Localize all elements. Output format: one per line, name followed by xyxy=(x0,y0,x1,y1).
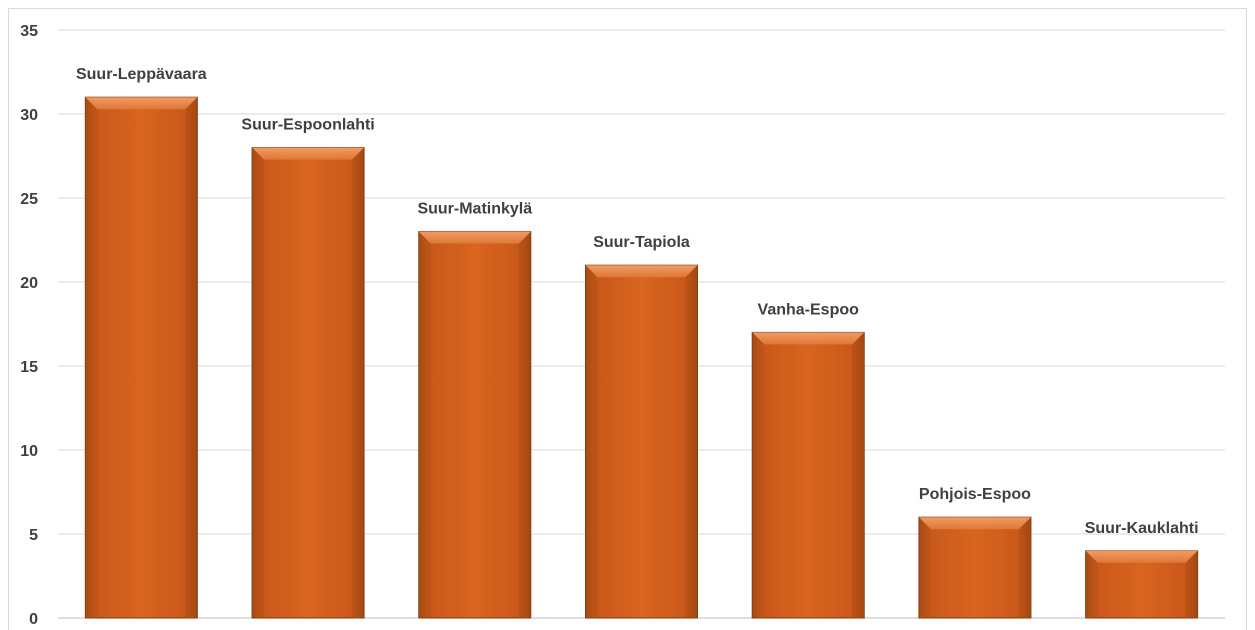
bar-body xyxy=(918,516,1032,619)
bar-data-label: Suur-Kauklahti xyxy=(1085,520,1199,537)
y-axis-ticks: 0 5 10 15 20 25 30 35 xyxy=(20,23,38,628)
bar-bevel-left xyxy=(752,332,765,618)
bar-data-label: Pohjois-Espoo xyxy=(919,486,1031,503)
y-tick-label: 10 xyxy=(20,443,38,460)
bar-bevel-right xyxy=(1018,517,1031,618)
y-tick-label: 25 xyxy=(20,191,38,208)
bar-body xyxy=(585,264,698,619)
bar-bevel-top xyxy=(1085,550,1198,563)
bar-bevel-right xyxy=(518,231,531,618)
bar-body xyxy=(84,96,198,619)
bar-Vanha-Espoo xyxy=(751,331,865,619)
bar-Suur-Matinkylä xyxy=(418,231,532,619)
bar-bevel-top xyxy=(752,332,865,345)
bar-bevel-left xyxy=(918,517,931,618)
bars xyxy=(84,96,1199,619)
bar-bevel-top xyxy=(918,517,1031,530)
bar-Suur-Tapiola xyxy=(585,264,698,619)
bar-data-label: Suur-Tapiola xyxy=(593,234,690,251)
bar-labels: Suur-Leppävaara Suur-Espoonlahti Suur-Mati… xyxy=(76,66,1199,537)
y-tick-label: 20 xyxy=(20,275,38,292)
bar-bevel-right xyxy=(352,147,365,618)
y-tick-label: 5 xyxy=(29,527,38,544)
y-tick-label: 30 xyxy=(20,107,38,124)
bar-bevel-top xyxy=(252,147,365,160)
bar-Pohjois-Espoo xyxy=(918,516,1032,619)
bar-body xyxy=(751,331,865,619)
bar-data-label: Suur-Leppävaara xyxy=(76,66,207,83)
bar-bevel-left xyxy=(1085,550,1098,618)
bar-Suur-Leppävaara xyxy=(84,96,198,619)
bar-bevel-left xyxy=(585,265,598,618)
bar-bevel-left xyxy=(418,231,431,618)
bar-data-label: Suur-Espoonlahti xyxy=(241,117,374,134)
bar-body xyxy=(251,147,365,619)
bar-bevel-top xyxy=(418,231,531,244)
bar-bevel-left xyxy=(252,147,265,618)
bar-bevel-right xyxy=(685,265,698,618)
bar-body xyxy=(418,231,532,619)
bar-bevel-top xyxy=(585,265,698,278)
bar-Suur-Kauklahti xyxy=(1085,550,1199,619)
y-tick-label: 15 xyxy=(20,359,38,376)
bar-bevel-right xyxy=(852,332,865,618)
bar-bevel-top xyxy=(85,97,198,110)
bar-bevel-left xyxy=(85,97,98,618)
y-tick-label: 35 xyxy=(20,23,38,40)
bar-data-label: Suur-Matinkylä xyxy=(417,201,532,218)
bar-data-label: Vanha-Espoo xyxy=(758,301,860,318)
bar-bevel-right xyxy=(185,97,198,618)
bar-Suur-Espoonlahti xyxy=(251,147,365,619)
bar-bevel-right xyxy=(1185,550,1198,618)
y-tick-label: 0 xyxy=(29,611,38,628)
